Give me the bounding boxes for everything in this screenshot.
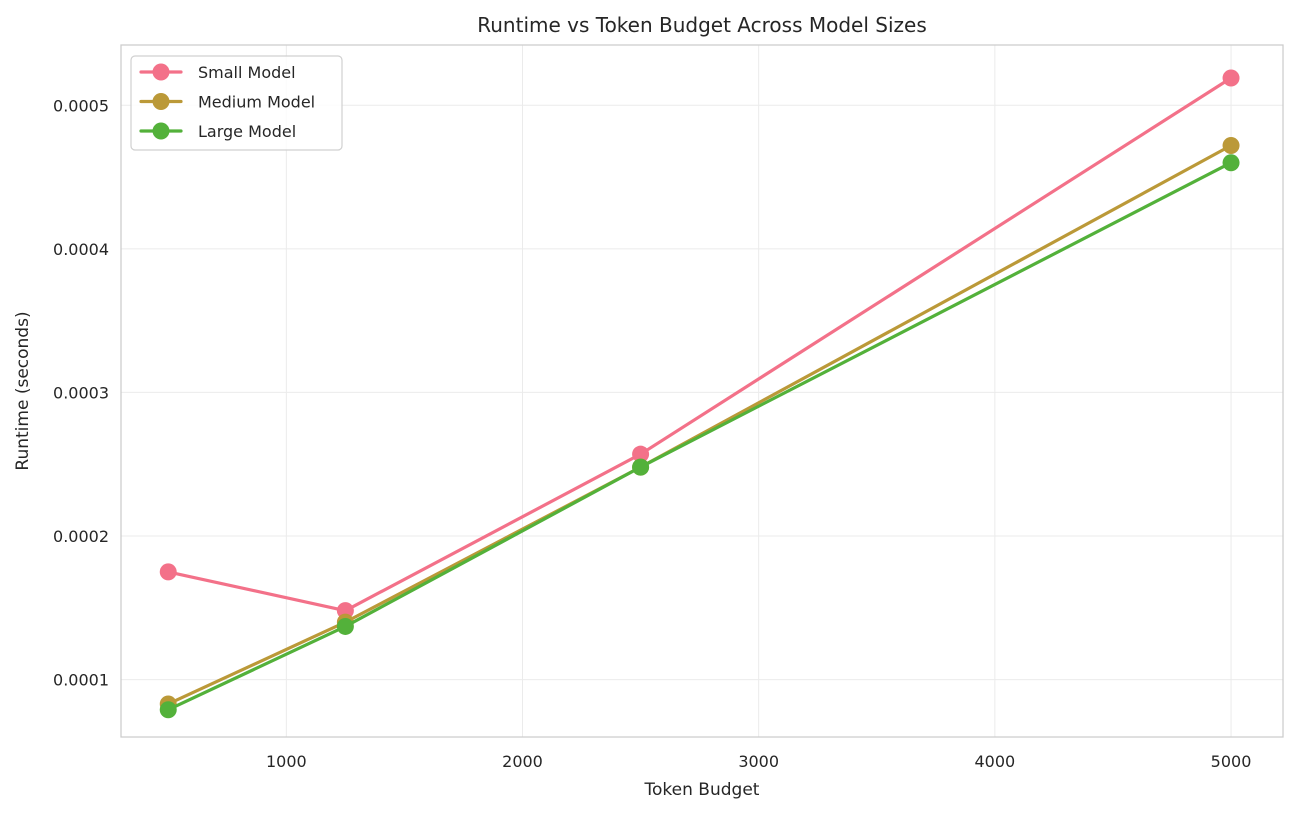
y-tick-label: 0.0005 [53, 96, 109, 115]
y-tick-label: 0.0001 [53, 671, 109, 690]
data-point [1222, 69, 1240, 87]
x-tick-label: 2000 [502, 752, 543, 771]
legend-marker [152, 93, 170, 110]
y-tick-label: 0.0004 [53, 240, 109, 259]
data-point [159, 563, 177, 581]
legend-item: Large Model [139, 122, 296, 141]
series-line [166, 143, 1233, 706]
data-series [159, 69, 1240, 719]
legend: Small Model Medium Model Large Model [130, 55, 343, 151]
data-point [1222, 136, 1240, 154]
series-line [166, 161, 1233, 712]
x-tick-label: 3000 [738, 752, 779, 771]
x-tick-label: 4000 [975, 752, 1016, 771]
plot-area-frame [120, 44, 1284, 738]
data-point [159, 701, 177, 719]
legend-label: Medium Model [198, 93, 315, 112]
data-point [632, 445, 650, 463]
x-axis-label: Token Budget [644, 780, 760, 800]
legend-item: Small Model [139, 63, 296, 82]
legend-marker [152, 122, 170, 140]
x-tick-label: 5000 [1211, 752, 1252, 771]
series-large-model [159, 154, 1240, 719]
legend-label: Large Model [198, 122, 296, 141]
chart-title: Runtime vs Token Budget Across Model Siz… [477, 13, 926, 37]
y-tick-label: 0.0003 [53, 383, 109, 402]
legend-label: Small Model [198, 63, 296, 82]
data-point [336, 617, 354, 635]
legend-box [130, 55, 343, 151]
axis-ticks: 1000 2000 3000 4000 5000 0.0001 0.0002 0.0003 0.… [53, 96, 1251, 771]
legend-item: Medium Model [139, 93, 315, 112]
legend-marker [152, 63, 170, 81]
series-line [166, 76, 1233, 613]
gridlines [121, 45, 1283, 737]
x-tick-label: 1000 [266, 752, 307, 771]
y-axis-label: Runtime (seconds) [13, 311, 33, 470]
data-point [1222, 154, 1240, 172]
y-tick-label: 0.0002 [53, 527, 109, 546]
data-point [632, 458, 650, 476]
